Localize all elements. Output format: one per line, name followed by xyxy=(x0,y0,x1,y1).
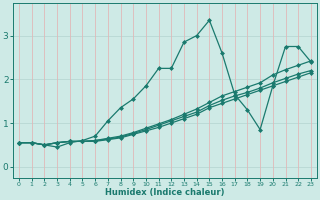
X-axis label: Humidex (Indice chaleur): Humidex (Indice chaleur) xyxy=(105,188,225,197)
